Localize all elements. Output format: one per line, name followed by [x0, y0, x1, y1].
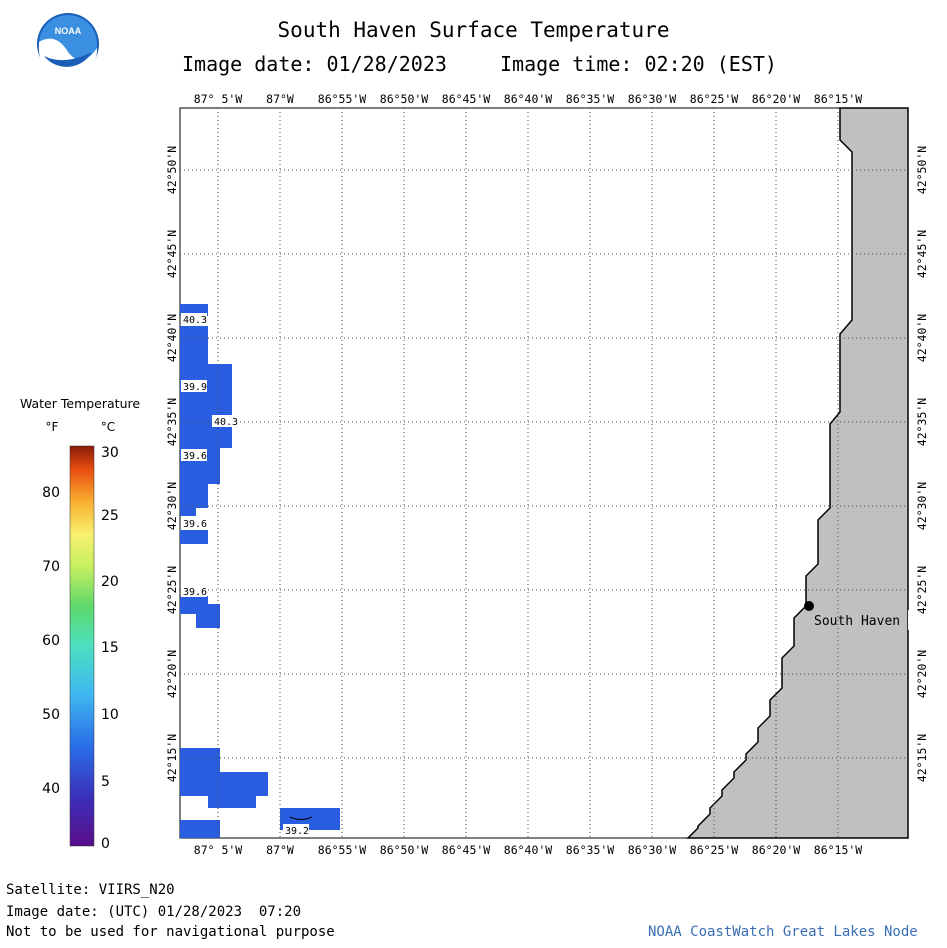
lon-label: 86°50'W	[380, 92, 429, 106]
logo-text: NOAA	[55, 26, 82, 36]
footer-credit: NOAA CoastWatch Great Lakes Node	[648, 924, 918, 940]
lon-label: 87°W	[266, 843, 294, 857]
legend-tick-c: 20	[101, 574, 119, 590]
lat-label: 42°40'N	[915, 314, 929, 363]
lat-label: 42°30'N	[165, 482, 179, 531]
lon-label: 86°35'W	[566, 92, 615, 106]
legend-tick-f: 50	[42, 707, 60, 723]
lon-label: 86°55'W	[318, 843, 367, 857]
lon-label: 87° 5'W	[194, 843, 243, 857]
temp-label: 39.6	[183, 587, 207, 598]
legend-tick-c: 10	[101, 707, 119, 723]
lon-label: 86°40'W	[504, 843, 553, 857]
color-bar	[69, 445, 95, 847]
legend-tick-c: 15	[101, 640, 119, 656]
lon-label: 86°55'W	[318, 92, 367, 106]
land-area	[686, 107, 909, 839]
lat-label: 42°50'N	[915, 146, 929, 195]
temp-label: 39.2	[285, 826, 309, 837]
lon-label: 86°30'W	[628, 843, 677, 857]
graticule	[180, 108, 908, 838]
lat-label: 42°25'N	[165, 566, 179, 615]
image-date-local: Image date: 01/28/2023	[182, 52, 447, 76]
temp-label: 40.3	[214, 417, 238, 428]
lon-label: 86°15'W	[814, 843, 863, 857]
lat-label: 42°35'N	[915, 398, 929, 447]
lon-label: 86°40'W	[504, 92, 553, 106]
image-time-local: Image time: 02:20 (EST)	[500, 52, 777, 76]
legend-tick-f: 60	[42, 633, 60, 649]
sst-cells	[180, 304, 340, 838]
legend-unit-f: °F	[46, 420, 59, 434]
legend-tick-c: 5	[101, 774, 110, 790]
legend-tick-c: 25	[101, 508, 119, 524]
temp-label: 40.3	[183, 315, 207, 326]
temp-label: 39.6	[183, 451, 207, 462]
footer-satellite: Satellite: VIIRS_N20	[6, 882, 175, 898]
noaa-logo: NOAA	[37, 13, 99, 76]
lon-label: 87° 5'W	[194, 92, 243, 106]
legend-tick-c: 30	[101, 445, 119, 461]
temp-label: 39.6	[183, 519, 207, 530]
lat-label: 42°25'N	[915, 566, 929, 615]
temperature-labels: 40.3 39.9 40.3 39.6 39.6 39.6 39.2	[181, 313, 313, 837]
lat-label: 42°20'N	[915, 650, 929, 699]
legend-tick-f: 40	[42, 781, 60, 797]
lon-label: 86°15'W	[814, 92, 863, 106]
lon-label: 86°25'W	[690, 92, 739, 106]
lat-label: 42°15'N	[165, 734, 179, 783]
lat-label: 42°20'N	[165, 650, 179, 699]
lat-label: 42°50'N	[165, 146, 179, 195]
lat-label: 42°35'N	[165, 398, 179, 447]
lon-label: 86°30'W	[628, 92, 677, 106]
footer-disclaimer: Not to be used for navigational purpose	[6, 924, 335, 940]
legend-tick-f: 70	[42, 559, 60, 575]
station-label: South Haven	[814, 614, 900, 629]
lon-label: 86°25'W	[690, 843, 739, 857]
lon-label: 86°50'W	[380, 843, 429, 857]
lat-label: 42°40'N	[165, 314, 179, 363]
legend-unit-c: °C	[101, 420, 115, 434]
station-marker	[804, 601, 814, 611]
lon-label: 86°20'W	[752, 843, 801, 857]
lat-label: 42°15'N	[915, 734, 929, 783]
lon-label: 86°45'W	[442, 843, 491, 857]
lon-label: 86°35'W	[566, 843, 615, 857]
legend-tick-c: 0	[101, 836, 110, 852]
lon-label: 87°W	[266, 92, 294, 106]
lon-label: 86°45'W	[442, 92, 491, 106]
lon-label: 86°20'W	[752, 92, 801, 106]
lat-label: 42°45'N	[165, 230, 179, 279]
legend-tick-f: 80	[42, 485, 60, 501]
legend-title: Water Temperature	[20, 396, 140, 411]
temp-label: 39.9	[183, 382, 207, 393]
page-title: South Haven Surface Temperature	[277, 18, 670, 42]
lat-label: 42°45'N	[915, 230, 929, 279]
lat-label: 42°30'N	[915, 482, 929, 531]
footer-utc-date: Image date: (UTC) 01/28/2023 07:20	[6, 904, 302, 920]
